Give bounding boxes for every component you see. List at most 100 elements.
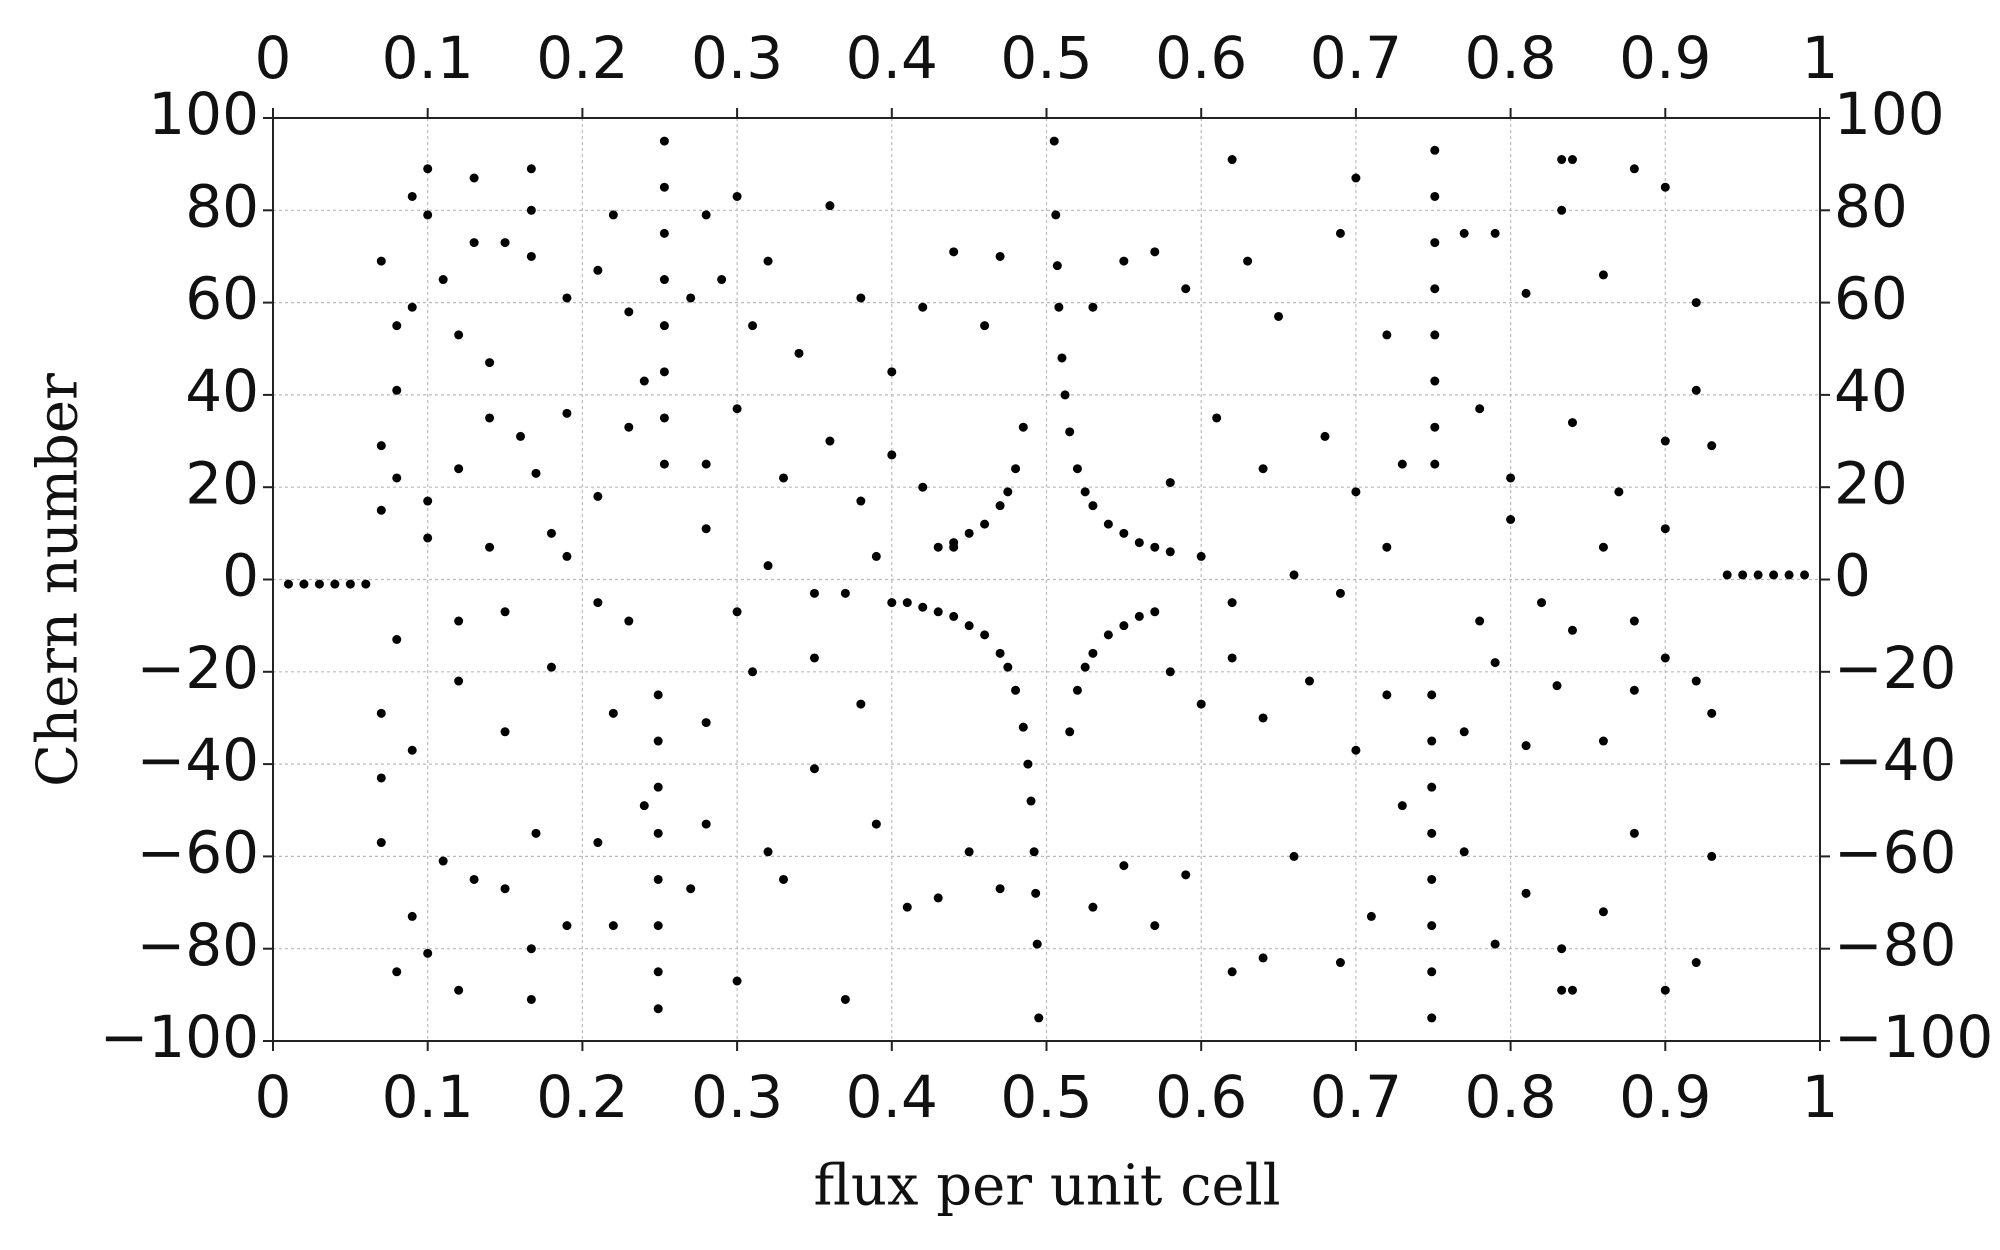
data-point [840, 588, 850, 598]
data-point [1212, 413, 1222, 423]
data-point [809, 588, 819, 598]
data-point [454, 676, 464, 686]
data-point [1060, 390, 1070, 400]
data-point [1557, 155, 1567, 165]
data-point [1557, 205, 1567, 215]
x-top-tick-label: 0.9 [1619, 24, 1711, 92]
data-point [659, 136, 669, 146]
y-right-tick-label: 0 [1834, 542, 1871, 610]
data-point [1738, 570, 1748, 580]
data-point [653, 967, 663, 977]
plot-frame [272, 117, 1821, 1042]
data-point [701, 718, 711, 728]
data-point [732, 191, 742, 201]
data-point [856, 293, 866, 303]
data-point [1304, 676, 1314, 686]
data-point [653, 921, 663, 931]
x-tick-label: 0.3 [691, 1063, 783, 1131]
data-point [407, 745, 417, 755]
data-point [779, 473, 789, 483]
data-point [500, 727, 510, 737]
y-right-tick-label: 40 [1834, 357, 1908, 425]
data-point [918, 302, 928, 312]
data-point [1119, 621, 1129, 631]
data-point [314, 579, 324, 589]
data-point [526, 251, 536, 261]
data-point [1552, 681, 1562, 691]
data-point [376, 256, 386, 266]
data-point [686, 884, 696, 894]
data-point [748, 321, 758, 331]
data-point [376, 505, 386, 515]
data-point [995, 251, 1005, 261]
x-top-tick-label: 0.1 [382, 24, 474, 92]
data-point [840, 994, 850, 1004]
data-point [1557, 985, 1567, 995]
data-point [1243, 256, 1253, 266]
data-point [1335, 228, 1345, 238]
data-point [423, 496, 433, 506]
data-point [1691, 958, 1701, 968]
data-point [454, 985, 464, 995]
data-point [1335, 958, 1345, 968]
data-point [1227, 155, 1237, 165]
data-point [887, 450, 897, 460]
y-tick-label: 40 [185, 357, 259, 425]
data-point [1707, 851, 1717, 861]
data-point [500, 607, 510, 617]
data-point [1800, 570, 1810, 580]
data-point [1103, 519, 1113, 529]
data-point [1018, 722, 1028, 732]
data-point [1430, 191, 1440, 201]
data-point [1227, 653, 1237, 663]
y-right-tick-label: −100 [1834, 1003, 1993, 1071]
data-point [624, 616, 634, 626]
data-point [887, 367, 897, 377]
x-tick-label: 0.7 [1310, 1063, 1402, 1131]
data-point [546, 662, 556, 672]
data-point [1567, 418, 1577, 428]
x-tick-label: 0.6 [1155, 1063, 1247, 1131]
data-point [1629, 828, 1639, 838]
data-point [376, 773, 386, 783]
data-point [454, 616, 464, 626]
data-point [1427, 690, 1437, 700]
data-point [1427, 1013, 1437, 1023]
data-point [1430, 376, 1440, 386]
data-point [1506, 515, 1516, 525]
y-tick-label: 0 [222, 542, 259, 610]
data-point [546, 528, 556, 538]
x-top-tick-label: 0.6 [1155, 24, 1247, 92]
y-tick-label: 20 [185, 449, 259, 517]
data-point [624, 422, 634, 432]
data-point [469, 173, 479, 183]
data-point [1475, 616, 1485, 626]
x-top-tick-label: 0.8 [1464, 24, 1556, 92]
data-point [717, 275, 727, 285]
data-point [933, 542, 943, 552]
data-point [933, 607, 943, 617]
data-point [608, 921, 618, 931]
data-point [949, 542, 959, 552]
data-point [1427, 828, 1437, 838]
data-point [918, 602, 928, 612]
data-point [1567, 625, 1577, 635]
y-axis-title: Chern number [26, 373, 91, 787]
data-point [376, 441, 386, 451]
data-point [562, 293, 572, 303]
data-point [1753, 570, 1763, 580]
data-point [330, 579, 340, 589]
data-point [1351, 173, 1361, 183]
data-point [1018, 422, 1028, 432]
data-point [500, 884, 510, 894]
data-point [1181, 284, 1191, 294]
data-point [809, 653, 819, 663]
data-point [1459, 727, 1469, 737]
data-point [1430, 238, 1440, 248]
data-point [1427, 782, 1437, 792]
data-point [392, 473, 402, 483]
data-point [1258, 713, 1268, 723]
data-point [1150, 247, 1160, 257]
y-right-tick-label: −60 [1834, 819, 1956, 887]
x-top-tick-label: 0.5 [1000, 24, 1092, 92]
